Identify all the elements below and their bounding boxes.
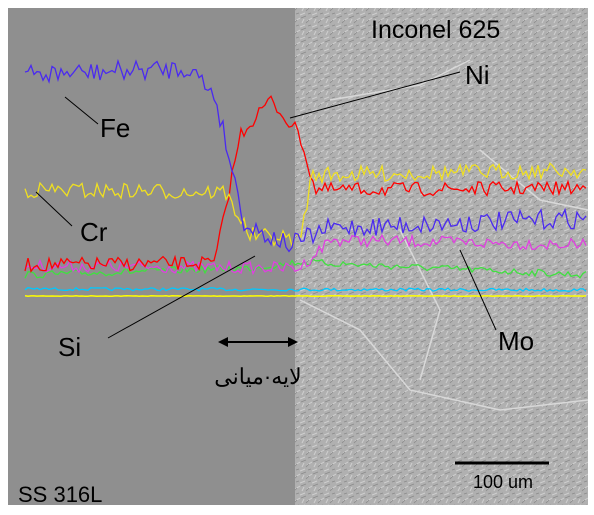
page: Inconel 625 Ni Fe Cr Si Mo لایه·میانی 10… bbox=[0, 0, 594, 515]
label: Fe bbox=[100, 113, 130, 143]
label: Ni bbox=[465, 60, 490, 90]
label: لایه·میانی bbox=[214, 364, 301, 389]
label: Mo bbox=[498, 326, 534, 356]
label: Inconel 625 bbox=[371, 16, 500, 44]
weld-region bbox=[295, 8, 588, 505]
micrograph: Inconel 625 Ni Fe Cr Si Mo لایه·میانی 10… bbox=[0, 0, 594, 515]
label: SS 316L bbox=[18, 482, 102, 507]
label: 100 um bbox=[473, 472, 533, 492]
label: Si bbox=[58, 332, 81, 362]
label: Cr bbox=[80, 217, 108, 247]
